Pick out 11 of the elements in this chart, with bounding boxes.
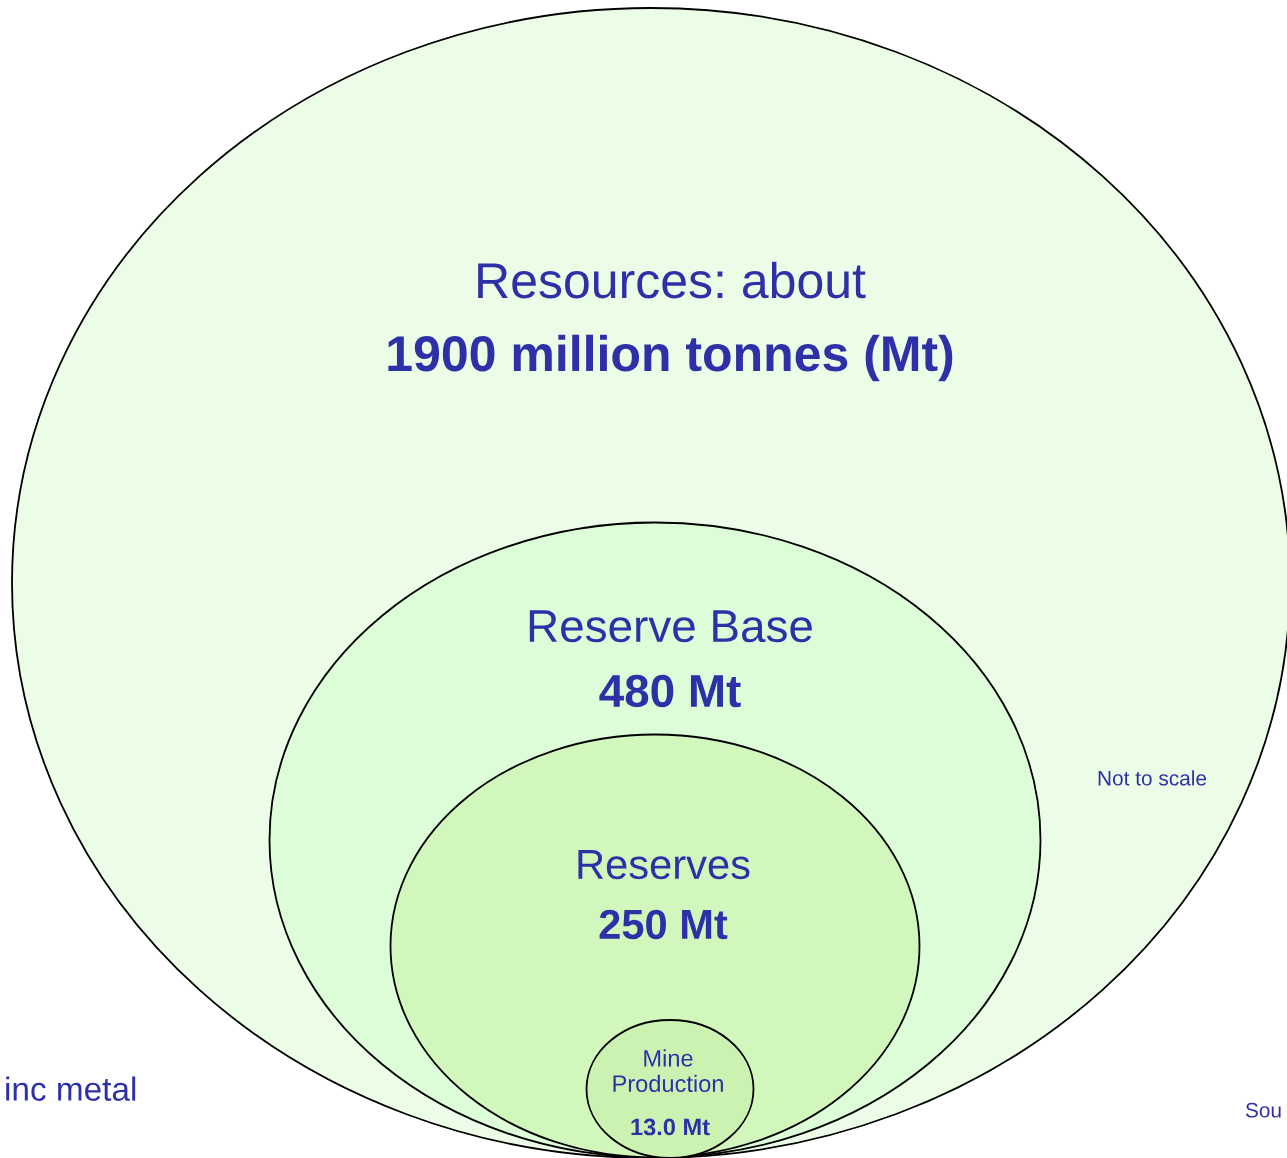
text: Not to scale <box>1098 770 1207 786</box>
category-label: Resources: about <box>478 261 866 299</box>
data-label: 13.0 Mt <box>631 1118 710 1136</box>
data-label: 480 Mt <box>599 674 741 708</box>
text: Sou <box>1245 1102 1281 1118</box>
category-label: Reserve Base <box>529 610 812 643</box>
data-label: 1900 million tonnes (Mt) <box>388 334 953 382</box>
text: inc metal <box>6 1076 136 1101</box>
category-label: Reserves <box>578 850 750 880</box>
category-label: Mine Production <box>613 1049 723 1093</box>
data-label: 250 Mt <box>599 909 728 940</box>
